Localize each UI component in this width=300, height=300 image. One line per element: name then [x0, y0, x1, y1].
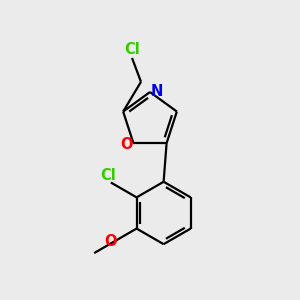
Text: O: O [104, 234, 116, 249]
Text: Cl: Cl [100, 169, 116, 184]
Text: Cl: Cl [124, 42, 140, 57]
Text: N: N [150, 84, 163, 99]
Text: O: O [121, 137, 133, 152]
